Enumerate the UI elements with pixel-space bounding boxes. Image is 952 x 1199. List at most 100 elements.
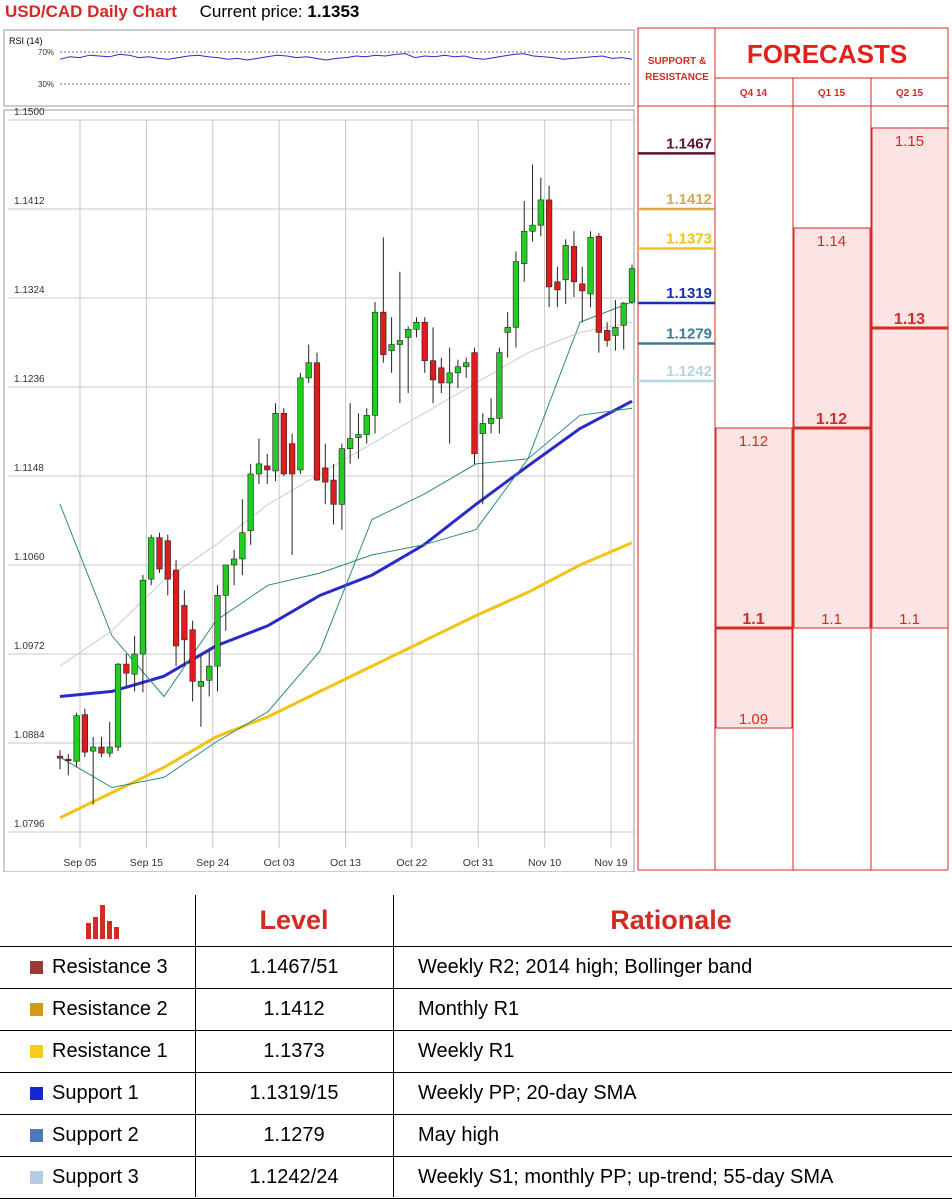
candle-up — [197, 681, 205, 687]
table-row: Resistance 1 1.1373 Weekly R1 — [0, 1031, 952, 1073]
price-panel — [3, 109, 635, 872]
sr-heading-2: RESISTANCE — [645, 72, 709, 83]
candle-up — [446, 372, 453, 384]
candle-up — [255, 463, 263, 475]
candle-down — [172, 569, 180, 647]
level-value: 1.1319/15 — [249, 1082, 339, 1104]
candle-down — [579, 283, 586, 292]
line-55-day-sma — [59, 541, 633, 820]
candle-up — [148, 537, 155, 580]
y-tick-label: 1.0972 — [14, 641, 45, 652]
sr-level-label: 1.1319 — [666, 285, 712, 302]
level-rationale: Weekly R2; 2014 high; Bollinger band — [418, 956, 753, 978]
rsi-line-group — [59, 53, 633, 61]
forecast-low: 1.1 — [821, 611, 842, 628]
level-name: Support 3 — [52, 1166, 139, 1188]
y-tick-label: 1.1060 — [14, 552, 45, 563]
table-row: Support 2 1.1279 May high — [0, 1115, 952, 1157]
grid — [8, 119, 634, 848]
x-axis: Sep 05 Sep 15 Sep 24 Oct 03 Oct 13 Oct 22 Oct … — [63, 857, 627, 869]
candle-up — [363, 415, 370, 435]
candle-up — [371, 311, 379, 416]
y-tick-label: 1.1236 — [14, 374, 45, 385]
forecast-median: 1.1 — [742, 611, 764, 628]
level-swatch — [30, 1171, 43, 1184]
candle-up — [628, 268, 636, 303]
forecast-low: 1.1 — [899, 611, 920, 628]
candle-up — [612, 327, 619, 336]
candle-up — [106, 746, 113, 754]
table-row: Resistance 3 1.1467/51 Weekly R2; 2014 hig… — [0, 947, 952, 989]
forecast-high: 1.14 — [817, 233, 846, 250]
candle-down — [98, 746, 105, 754]
candle-down — [280, 412, 287, 475]
candle-up — [347, 438, 354, 449]
level-name: Support 2 — [52, 1124, 139, 1146]
candle-down — [56, 755, 64, 759]
candle-down — [81, 714, 88, 753]
candle-down — [181, 605, 188, 641]
candle-up — [247, 473, 254, 531]
candle-up — [487, 418, 495, 424]
candle-up — [620, 302, 627, 326]
candle-down — [380, 311, 387, 355]
candle-up — [139, 579, 146, 655]
sr-level-label: 1.1373 — [666, 230, 712, 247]
level-rationale: Monthly R1 — [418, 998, 520, 1020]
level-swatch — [30, 1003, 43, 1016]
x-tick-label: Nov 10 — [528, 857, 561, 869]
sr-level-label: 1.1412 — [666, 191, 712, 208]
candle-down — [164, 540, 171, 580]
candle-down — [313, 362, 321, 481]
candle-down — [570, 246, 578, 283]
level-swatch — [30, 1129, 43, 1142]
sr-level-label: 1.1467 — [666, 135, 712, 152]
y-tick-label: 1.0884 — [14, 730, 45, 741]
candle-up — [521, 230, 528, 264]
candle-down — [554, 281, 561, 291]
candle-down — [595, 236, 602, 333]
chart-header: USD/CAD Daily Chart Current price: 1.135… — [5, 2, 359, 22]
candle-up — [388, 344, 395, 351]
y-tick-label: 1.0796 — [14, 819, 45, 830]
candle-up — [463, 362, 470, 368]
sr-level-label: 1.1242 — [666, 363, 712, 380]
candle-down — [289, 443, 296, 475]
candle-up — [512, 261, 520, 328]
forecasts-title: FORECASTS — [747, 39, 907, 69]
table-row: Support 1 1.1319/15 Weekly PP; 20-day SMA — [0, 1073, 952, 1115]
indicator-lines — [59, 301, 633, 820]
level-value: 1.1467/51 — [249, 956, 339, 978]
level-rationale: Weekly R1 — [418, 1040, 515, 1062]
level-value: 1.1412 — [263, 998, 325, 1020]
candle-up — [305, 362, 312, 379]
candle-up — [206, 665, 213, 681]
line-bollinger-lower — [59, 407, 633, 698]
y-tick-label: 1.1148 — [14, 463, 44, 474]
candle-up — [222, 564, 229, 596]
candle-up — [587, 237, 594, 295]
forecast-high: 1.15 — [895, 133, 924, 150]
candle-down — [471, 352, 478, 455]
candle-up — [272, 412, 279, 472]
price-label: Current price: — [199, 2, 303, 21]
candle-up — [338, 448, 345, 505]
bar-chart-icon — [84, 895, 124, 946]
x-tick-label: Oct 22 — [396, 857, 427, 869]
candle-down — [421, 321, 428, 362]
candle-up — [214, 595, 221, 667]
table-row: Support 3 1.1242/24 Weekly S1; monthly PP;… — [0, 1157, 952, 1199]
level-name: Resistance 3 — [52, 956, 168, 978]
table-header-row: Level Rationale — [0, 895, 952, 947]
candle-down — [123, 663, 130, 674]
candles — [56, 164, 636, 805]
y-tick-label: 1.1412 — [14, 196, 45, 207]
level-rationale: May high — [418, 1124, 500, 1146]
level-header: Level — [259, 905, 329, 935]
x-tick-label: Sep 15 — [130, 857, 163, 869]
candle-down — [65, 758, 72, 761]
y-tick-label: 1.1500 — [14, 107, 45, 118]
candle-up — [529, 224, 536, 232]
rsi-panel — [3, 29, 635, 107]
forecast-bars: Q4 14 1.12 1.09 1.1 Q1 15 1.14 1.1 1.12 Q2 15 1.1… — [715, 88, 949, 729]
